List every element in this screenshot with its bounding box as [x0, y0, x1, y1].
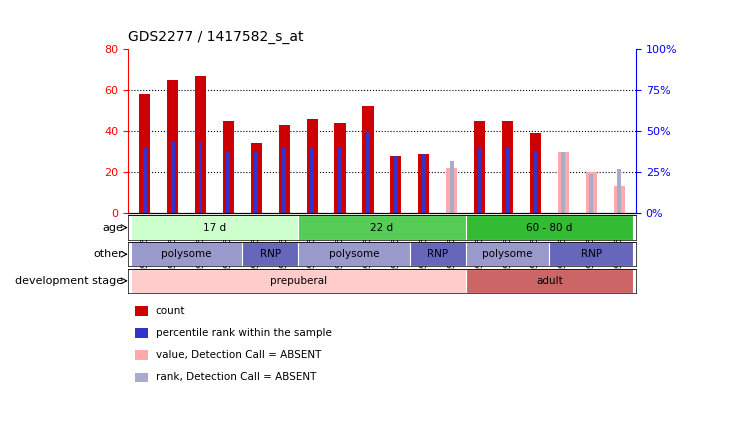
- Text: GDS2277 / 1417582_s_at: GDS2277 / 1417582_s_at: [128, 30, 303, 44]
- Text: RNP: RNP: [580, 249, 602, 259]
- Bar: [394, 156, 398, 213]
- Bar: [170, 143, 175, 213]
- Bar: [227, 152, 230, 213]
- Text: development stage: development stage: [15, 276, 123, 286]
- Bar: [251, 143, 262, 213]
- Text: percentile rank within the sample: percentile rank within the sample: [156, 328, 332, 338]
- Bar: [143, 147, 147, 213]
- Text: rank, Detection Call = ABSENT: rank, Detection Call = ABSENT: [156, 373, 316, 382]
- Bar: [530, 133, 541, 213]
- Bar: [586, 172, 597, 213]
- Text: prepuberal: prepuberal: [270, 276, 327, 286]
- Bar: [466, 215, 633, 240]
- Text: value, Detection Call = ABSENT: value, Detection Call = ABSENT: [156, 350, 321, 360]
- Bar: [131, 269, 466, 293]
- Bar: [131, 215, 298, 240]
- Text: RNP: RNP: [260, 249, 281, 259]
- Bar: [589, 174, 594, 213]
- Text: age: age: [102, 222, 123, 233]
- Bar: [282, 147, 287, 213]
- Bar: [298, 242, 410, 266]
- Bar: [422, 154, 425, 213]
- Bar: [254, 152, 258, 213]
- Bar: [139, 94, 151, 213]
- Bar: [279, 125, 289, 213]
- Text: polysome: polysome: [329, 249, 379, 259]
- Text: polysome: polysome: [482, 249, 533, 259]
- Bar: [363, 107, 374, 213]
- Bar: [418, 154, 429, 213]
- Bar: [410, 242, 466, 266]
- Bar: [335, 123, 346, 213]
- Bar: [131, 242, 243, 266]
- Bar: [613, 186, 625, 213]
- Bar: [195, 75, 206, 213]
- Bar: [534, 151, 537, 213]
- Text: 17 d: 17 d: [203, 222, 226, 233]
- Bar: [450, 161, 454, 213]
- Bar: [502, 121, 513, 213]
- Text: 22 d: 22 d: [371, 222, 393, 233]
- Bar: [474, 121, 485, 213]
- Bar: [477, 147, 482, 213]
- Bar: [199, 143, 202, 213]
- Bar: [617, 169, 621, 213]
- Bar: [506, 147, 510, 213]
- Bar: [306, 119, 318, 213]
- Bar: [223, 121, 234, 213]
- Bar: [167, 79, 178, 213]
- Text: 60 - 80 d: 60 - 80 d: [526, 222, 572, 233]
- Bar: [558, 151, 569, 213]
- Bar: [550, 242, 633, 266]
- Bar: [366, 131, 370, 213]
- Text: count: count: [156, 306, 185, 316]
- Bar: [243, 242, 298, 266]
- Bar: [466, 269, 633, 293]
- Text: RNP: RNP: [427, 249, 448, 259]
- Bar: [310, 147, 314, 213]
- Bar: [446, 168, 458, 213]
- Text: other: other: [93, 249, 123, 259]
- Bar: [390, 156, 401, 213]
- Text: adult: adult: [536, 276, 563, 286]
- Text: polysome: polysome: [162, 249, 212, 259]
- Bar: [338, 147, 342, 213]
- Bar: [466, 242, 550, 266]
- Bar: [298, 215, 466, 240]
- Bar: [561, 152, 565, 213]
